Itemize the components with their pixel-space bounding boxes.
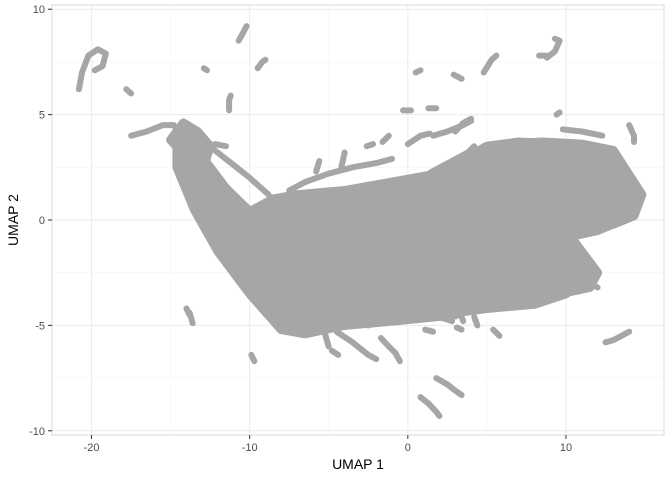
point-stroke xyxy=(254,56,269,72)
point-cloud-region xyxy=(427,137,647,246)
point-stroke xyxy=(377,335,403,365)
point-stroke xyxy=(183,305,193,318)
point-stroke xyxy=(553,109,563,118)
point-cloud-region xyxy=(253,236,492,337)
point-stroke xyxy=(226,92,234,114)
point-stroke xyxy=(328,347,342,358)
y-tick-label: 5 xyxy=(39,110,45,122)
point-stroke xyxy=(491,280,514,304)
point-stroke xyxy=(453,324,465,333)
point-stroke xyxy=(196,132,272,198)
point-stroke xyxy=(433,375,465,398)
point-stroke xyxy=(313,158,323,175)
x-tick-label: 0 xyxy=(405,442,411,454)
y-tick-label: -5 xyxy=(35,320,45,332)
point-stroke xyxy=(333,328,380,363)
point-stroke xyxy=(75,46,109,93)
point-stroke xyxy=(128,122,177,139)
point-stroke xyxy=(395,301,407,325)
point-stroke xyxy=(354,318,372,329)
point-stroke xyxy=(363,141,376,150)
y-tick-label: 10 xyxy=(33,4,45,16)
point-stroke xyxy=(373,305,384,316)
point-stroke xyxy=(417,394,443,419)
point-stroke xyxy=(445,292,467,325)
point-stroke xyxy=(626,122,637,145)
y-tick-label: -10 xyxy=(29,426,45,438)
point-stroke xyxy=(200,65,210,74)
point-stroke xyxy=(412,67,424,76)
x-tick-label: -20 xyxy=(84,442,100,454)
point-stroke xyxy=(404,130,433,148)
point-stroke xyxy=(570,269,601,291)
point-stroke xyxy=(211,141,229,150)
point-stroke xyxy=(123,86,135,97)
point-stroke xyxy=(436,248,475,287)
x-tick-label: -10 xyxy=(242,442,258,454)
y-axis-ticks: -10 -5 0 5 10 xyxy=(29,4,52,438)
point-stroke xyxy=(452,115,475,135)
point-stroke xyxy=(436,314,456,325)
point-stroke xyxy=(235,23,250,44)
y-tick-label: 0 xyxy=(39,215,45,227)
point-strokes xyxy=(75,23,637,419)
point-stroke xyxy=(559,126,606,139)
point-stroke xyxy=(602,328,633,346)
point-stroke xyxy=(316,305,332,350)
x-axis-title: UMAP 1 xyxy=(332,456,384,472)
point-stroke xyxy=(338,149,348,171)
point-stroke xyxy=(490,326,503,339)
point-stroke xyxy=(464,143,478,156)
point-stroke xyxy=(422,326,437,335)
point-stroke xyxy=(480,52,500,76)
point-stroke xyxy=(379,132,392,145)
point-stroke xyxy=(248,351,258,365)
point-stroke xyxy=(450,71,465,82)
point-stroke xyxy=(544,35,563,61)
x-axis-ticks: -20 -10 0 10 xyxy=(84,435,572,454)
point-stroke xyxy=(471,314,481,329)
point-cloud-region xyxy=(514,236,603,301)
point-cloud-regions xyxy=(166,118,647,339)
y-axis-title: UMAP 2 xyxy=(5,194,21,246)
point-stroke xyxy=(286,155,395,194)
x-tick-label: 10 xyxy=(560,442,572,454)
